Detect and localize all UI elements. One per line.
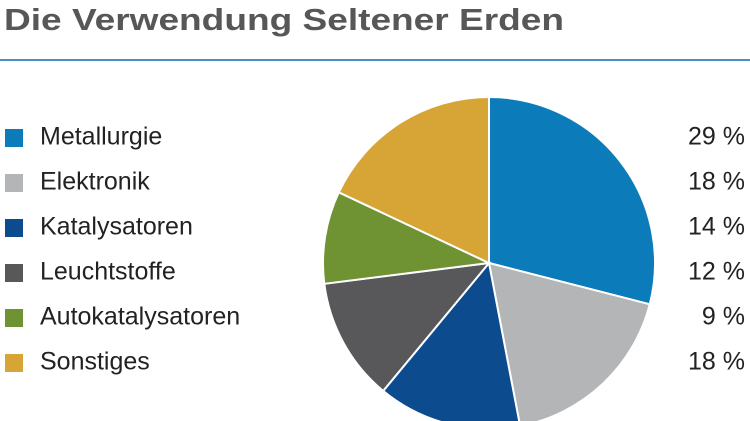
pie-slice: [322, 190, 493, 285]
value-label: 14 %: [688, 213, 745, 241]
legend-label: Sonstiges: [40, 348, 150, 376]
pie-slice: [487, 261, 652, 421]
value-label: 18 %: [688, 348, 745, 376]
value-label: 9 %: [702, 303, 745, 331]
legend-label: Autokatalysatoren: [40, 303, 240, 331]
legend-swatch: [5, 219, 23, 237]
pie-slice: [323, 261, 492, 393]
legend-swatch: [5, 309, 23, 327]
legend-swatch: [5, 174, 23, 192]
chart-title: Die Verwendung Seltener Erden: [4, 2, 564, 37]
legend-label: Metallurgie: [40, 123, 162, 151]
value-label: 18 %: [688, 168, 745, 196]
value-label: 12 %: [688, 258, 745, 286]
legend-swatch: [5, 354, 23, 372]
pie-slice: [337, 95, 490, 265]
legend-label: Katalysatoren: [40, 213, 193, 241]
legend-swatch: [5, 264, 23, 282]
pie-slice: [381, 260, 521, 421]
pie-slice: [488, 95, 656, 306]
legend-label: Elektronik: [40, 168, 150, 196]
legend-swatch: [5, 129, 23, 147]
value-label: 29 %: [688, 123, 745, 151]
legend-label: Leuchtstoffe: [40, 258, 176, 286]
